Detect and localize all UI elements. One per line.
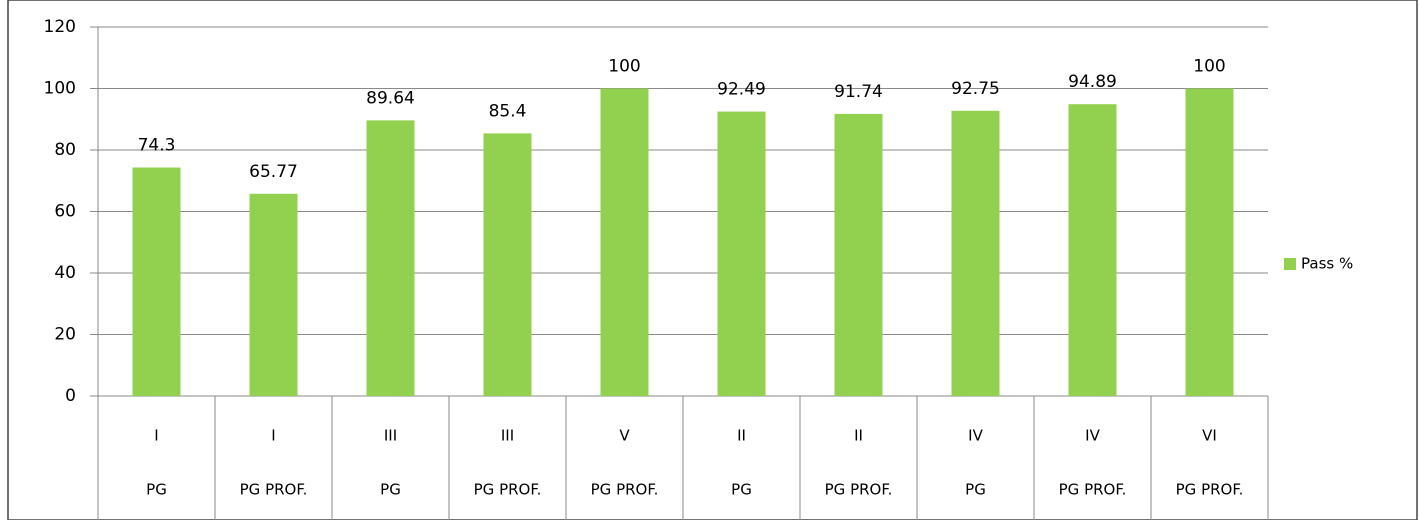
x-tick-label: VI: [1202, 427, 1217, 445]
value-label: 100: [608, 57, 640, 77]
x-subcategory-label: PG PROF.: [474, 481, 542, 499]
bar: [1185, 88, 1234, 396]
value-label: 91.74: [834, 82, 883, 102]
x-subcategory-label: PG PROF.: [1176, 481, 1244, 499]
value-label: 92.49: [717, 80, 766, 100]
bar: [483, 133, 532, 396]
y-tick-label: 60: [54, 202, 76, 222]
x-subcategory-label: PG: [380, 481, 401, 499]
y-tick-label: 120: [44, 17, 76, 37]
bar: [1068, 104, 1117, 396]
x-subcategory-label: PG: [731, 481, 752, 499]
value-label: 65.77: [249, 162, 298, 182]
chart-frame: [7, 0, 1418, 520]
x-tick-label: IV: [968, 427, 983, 445]
y-tick-label: 80: [54, 140, 76, 160]
x-tick-label: III: [384, 427, 397, 445]
x-tick-label: II: [737, 427, 746, 445]
value-label: 89.64: [366, 88, 415, 108]
x-tick-label: IV: [1085, 427, 1100, 445]
value-label: 94.89: [1068, 72, 1117, 92]
y-tick-label: 40: [54, 263, 76, 283]
bar: [834, 113, 883, 396]
x-tick-label: V: [619, 427, 630, 445]
x-subcategory-label: PG: [965, 481, 986, 499]
y-tick-label: 20: [54, 325, 76, 345]
x-tick-label: II: [854, 427, 863, 445]
bar: [600, 88, 649, 396]
legend-swatch: [1284, 258, 1296, 270]
value-label: 85.4: [489, 101, 527, 121]
value-label: 100: [1193, 57, 1225, 77]
y-tick-label: 0: [65, 386, 76, 406]
bar: [717, 111, 766, 396]
bar: [132, 167, 181, 396]
x-subcategory-label: PG PROF.: [591, 481, 659, 499]
value-label: 74.3: [138, 136, 176, 156]
x-tick-label: III: [501, 427, 514, 445]
x-subcategory-label: PG PROF.: [240, 481, 308, 499]
bar: [951, 110, 1000, 396]
x-tick-label: I: [154, 427, 158, 445]
x-subcategory-label: PG PROF.: [1059, 481, 1127, 499]
value-label: 92.75: [951, 79, 1000, 99]
x-subcategory-label: PG PROF.: [825, 481, 893, 499]
y-tick-label: 100: [44, 79, 76, 99]
legend-label: Pass %: [1301, 255, 1353, 273]
x-tick-label: I: [271, 427, 275, 445]
bar: [249, 193, 298, 396]
bar: [366, 120, 415, 397]
x-subcategory-label: PG: [146, 481, 167, 499]
